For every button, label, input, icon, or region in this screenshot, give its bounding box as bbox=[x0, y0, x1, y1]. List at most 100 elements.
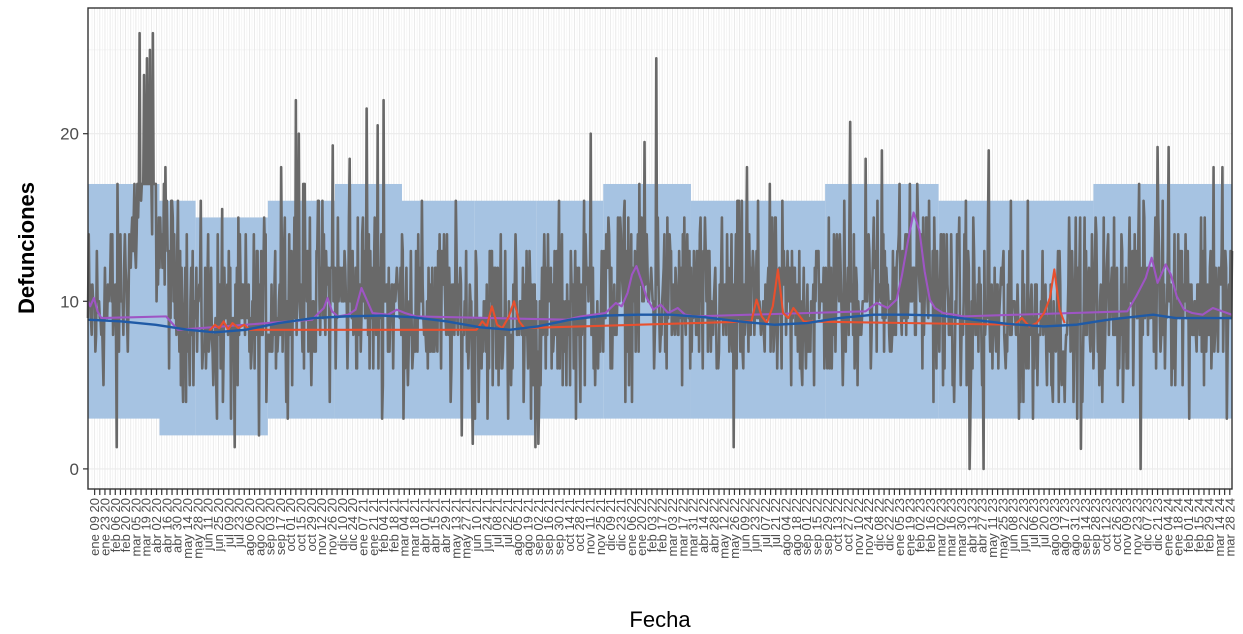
x-tick-label: abr 13 23 bbox=[964, 498, 979, 553]
x-tick-label: feb 15 24 bbox=[1191, 498, 1206, 552]
series-layer bbox=[86, 31, 1234, 471]
x-tick-label: feb 01 24 bbox=[1181, 498, 1196, 552]
x-tick-label: mar 17 22 bbox=[675, 498, 690, 557]
x-tick-label: jun 23 22 bbox=[748, 498, 763, 553]
x-tick-label: may 12 22 bbox=[717, 498, 732, 559]
x-tick-label: may 27 21 bbox=[459, 498, 474, 559]
x-tick-label: nov 26 20 bbox=[324, 498, 339, 555]
x-tick-label: sep 01 22 bbox=[799, 498, 814, 555]
x-tick-label: ago 04 22 bbox=[779, 498, 794, 556]
y-tick-label: 20 bbox=[60, 125, 79, 144]
x-tick-label: ene 04 24 bbox=[1160, 498, 1175, 556]
x-tick-label: ago 17 23 bbox=[1057, 498, 1072, 556]
x-tick-label: may 13 21 bbox=[448, 498, 463, 559]
x-tick-label: ene 18 24 bbox=[1171, 498, 1186, 556]
x-tick-label: mar 14 24 bbox=[1212, 498, 1227, 557]
plot-panel bbox=[86, 7, 1234, 490]
x-tick-label: ene 05 23 bbox=[892, 498, 907, 556]
x-tick-label: abr 27 23 bbox=[975, 498, 990, 553]
x-tick-label: feb 04 21 bbox=[376, 498, 391, 552]
x-tick-label: mar 18 21 bbox=[407, 498, 422, 557]
x-tick-label: may 26 22 bbox=[727, 498, 742, 559]
x-tick-label: sep 30 21 bbox=[552, 498, 567, 555]
x-axis-title: Fecha bbox=[629, 607, 691, 632]
x-tick-label: ene 19 23 bbox=[902, 498, 917, 556]
x-tick-label: jun 11 20 bbox=[201, 498, 216, 552]
y-tick-label: 0 bbox=[70, 460, 79, 479]
x-tick-label: ago 03 23 bbox=[1047, 498, 1062, 556]
y-axis-title: Defunciones bbox=[14, 182, 39, 314]
x-tick-label: feb 03 22 bbox=[644, 498, 659, 552]
x-tick-label: jul 22 21 bbox=[500, 498, 515, 548]
x-tick-label: sep 16 21 bbox=[541, 498, 556, 555]
x-tick-label: mar 04 21 bbox=[397, 498, 412, 557]
x-tick-label: nov 23 23 bbox=[1129, 498, 1144, 555]
x-tick-label: oct 26 23 bbox=[1109, 498, 1124, 552]
x-tick-label: mar 03 22 bbox=[665, 498, 680, 557]
x-tick-label: dic 08 22 bbox=[871, 498, 886, 551]
x-tick-label: ago 31 23 bbox=[1067, 498, 1082, 556]
x-tick-label: dic 10 20 bbox=[335, 498, 350, 551]
x-tick-label: ene 07 21 bbox=[355, 498, 370, 556]
x-tick-label: mar 16 23 bbox=[944, 498, 959, 557]
x-tick-label: oct 15 20 bbox=[294, 498, 309, 552]
x-tick-label: ago 05 21 bbox=[510, 498, 525, 556]
x-tick-label: abr 28 22 bbox=[706, 498, 721, 553]
x-tick-label: dic 22 22 bbox=[882, 498, 897, 551]
x-tick-label: jul 08 21 bbox=[490, 498, 505, 548]
series-expected-line bbox=[87, 313, 1232, 334]
x-tick-label: dic 09 21 bbox=[603, 498, 618, 551]
x-tick-label: oct 27 22 bbox=[840, 498, 855, 552]
x-tick-label: mar 05 20 bbox=[128, 498, 143, 557]
plot-panel-border bbox=[87, 7, 1233, 490]
x-tick-label: jun 25 20 bbox=[211, 498, 226, 553]
x-tick-label: abr 30 20 bbox=[170, 498, 185, 553]
x-tick-label: ene 20 22 bbox=[634, 498, 649, 556]
x-tick-label: nov 11 21 bbox=[582, 498, 597, 554]
x-tick-label: may 14 20 bbox=[180, 498, 195, 559]
x-tick-label: dic 23 21 bbox=[613, 498, 628, 551]
x-tick-label: dic 24 20 bbox=[345, 498, 360, 551]
x-tick-label: may 11 23 bbox=[985, 498, 1000, 558]
x-tick-label: ago 06 20 bbox=[242, 498, 257, 556]
x-tick-label: feb 20 20 bbox=[118, 498, 133, 552]
x-tick-label: mar 31 22 bbox=[686, 498, 701, 557]
x-tick-label: nov 09 23 bbox=[1119, 498, 1134, 555]
x-tick-label: jul 23 20 bbox=[232, 498, 247, 548]
x-tick-label: mar 02 23 bbox=[933, 498, 948, 557]
y-tick-label: 10 bbox=[60, 292, 79, 311]
x-tick-label: sep 15 22 bbox=[810, 498, 825, 555]
x-tick-label: nov 24 22 bbox=[861, 498, 876, 555]
x-tick-label: nov 10 22 bbox=[851, 498, 866, 555]
x-tick-label: jul 07 22 bbox=[758, 498, 773, 548]
x-tick-label: ago 18 22 bbox=[789, 498, 804, 556]
series-excess-high-line bbox=[87, 211, 1233, 331]
x-tick-label: jul 09 20 bbox=[221, 498, 236, 548]
x-tick-label: nov 25 21 bbox=[593, 498, 608, 555]
x-tick-label: abr 16 20 bbox=[159, 498, 174, 553]
x-tick-label: abr 14 22 bbox=[696, 498, 711, 553]
x-tick-label: abr 29 21 bbox=[438, 498, 453, 553]
x-tick-label: ene 09 20 bbox=[87, 498, 102, 556]
x-tick-label: oct 14 21 bbox=[562, 498, 577, 552]
x-tick-label: mar 30 23 bbox=[954, 498, 969, 557]
x-tick-label: sep 03 20 bbox=[263, 498, 278, 555]
x-tick-label: oct 29 20 bbox=[304, 498, 319, 552]
x-tick-label: dic 07 23 bbox=[1140, 498, 1155, 551]
x-tick-label: oct 12 23 bbox=[1098, 498, 1113, 552]
x-tick-label: jun 09 22 bbox=[737, 498, 752, 553]
x-tick-label: jun 22 23 bbox=[1016, 498, 1031, 553]
x-tick-label: abr 01 21 bbox=[417, 498, 432, 553]
x-tick-label: sep 28 23 bbox=[1088, 498, 1103, 555]
x-tick-label: feb 17 22 bbox=[655, 498, 670, 552]
x-tick-label: feb 06 20 bbox=[108, 498, 123, 552]
y-axis: 0 10 20 bbox=[60, 125, 88, 479]
x-tick-label: feb 18 21 bbox=[386, 498, 401, 552]
x-tick-label: jul 06 23 bbox=[1026, 498, 1041, 548]
x-tick-label: feb 02 23 bbox=[913, 498, 928, 552]
x-tick-label: oct 13 22 bbox=[830, 498, 845, 552]
x-tick-label: sep 29 22 bbox=[820, 498, 835, 555]
x-tick-label: sep 14 23 bbox=[1078, 498, 1093, 555]
x-tick-label: feb 29 24 bbox=[1202, 498, 1217, 552]
